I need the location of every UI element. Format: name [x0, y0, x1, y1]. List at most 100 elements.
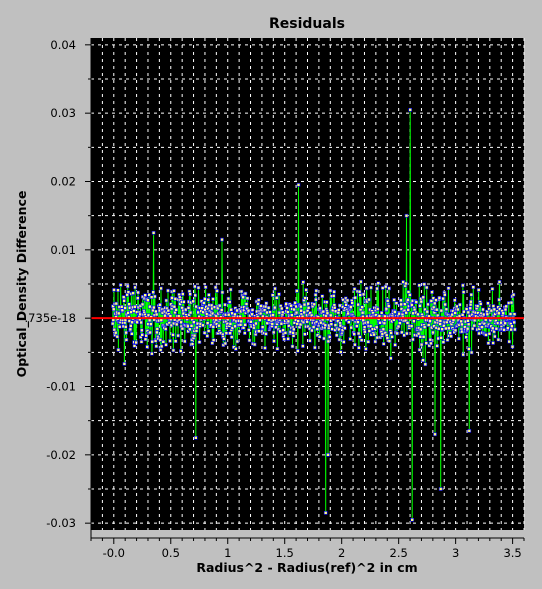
residual-point — [166, 288, 170, 293]
residual-point — [134, 340, 138, 345]
residual-point — [318, 306, 322, 311]
residual-point — [410, 303, 414, 307]
residual-point — [387, 339, 392, 343]
residual-point — [116, 311, 121, 316]
residual-point — [492, 334, 497, 339]
residual-point — [189, 323, 194, 328]
residual-point — [123, 324, 128, 329]
residual-point — [118, 283, 123, 287]
residual-point — [132, 309, 136, 313]
residual-point — [304, 288, 309, 292]
residual-point — [151, 231, 156, 235]
residual-point — [475, 304, 480, 308]
residual-point — [258, 311, 263, 316]
residual-point — [432, 301, 437, 306]
residual-point — [121, 295, 126, 299]
residual-point — [460, 312, 465, 317]
residual-point — [372, 332, 376, 337]
residual-point — [381, 342, 386, 346]
residual-point — [459, 319, 464, 324]
residual-point — [312, 302, 317, 307]
residual-point — [329, 322, 334, 327]
residual-point — [249, 319, 253, 324]
residual-point — [140, 328, 144, 333]
residual-point — [246, 308, 251, 313]
residual-point — [262, 308, 267, 312]
residual-point — [279, 321, 284, 326]
residual-point — [411, 337, 415, 342]
residual-point — [243, 291, 248, 296]
residual-point — [257, 329, 261, 334]
residual-point — [123, 306, 127, 310]
residual-point — [387, 286, 391, 291]
residual-point — [466, 310, 471, 315]
residual-point — [283, 331, 288, 335]
residual-point — [163, 327, 168, 331]
residual-point — [323, 323, 328, 328]
residual-point — [147, 318, 152, 323]
residual-point — [510, 324, 514, 329]
residual-point — [295, 349, 300, 353]
residual-point — [206, 297, 211, 302]
residual-point — [512, 312, 517, 317]
residual-point — [421, 358, 425, 363]
residual-point — [254, 321, 258, 326]
residual-point — [468, 306, 473, 311]
residual-point — [363, 329, 367, 334]
residual-point — [149, 322, 153, 326]
residual-point — [291, 331, 295, 335]
residual-point — [494, 326, 499, 331]
residual-point — [243, 331, 247, 335]
residual-point — [436, 326, 441, 331]
residual-point — [394, 301, 399, 306]
residual-point — [217, 303, 222, 308]
residual-point — [310, 328, 314, 333]
residual-point — [314, 297, 318, 302]
x-axis-label: Radius^2 - Radius(ref)^2 in cm — [196, 560, 417, 575]
residual-point — [170, 296, 174, 300]
residual-point — [260, 325, 265, 330]
residual-point — [377, 314, 382, 318]
residual-point — [509, 327, 514, 332]
residual-point — [154, 312, 159, 317]
residual-point — [328, 288, 333, 293]
residual-point — [200, 306, 204, 310]
residual-point — [308, 338, 312, 343]
residual-point — [286, 319, 291, 324]
residual-point — [186, 305, 191, 310]
residual-point — [441, 296, 445, 301]
residual-point — [247, 338, 252, 343]
residual-point — [139, 320, 143, 325]
residual-point — [418, 334, 423, 339]
residual-point — [497, 280, 502, 284]
residual-point — [327, 335, 332, 339]
residual-point — [490, 326, 495, 331]
residual-point — [406, 297, 410, 302]
residual-point — [452, 298, 457, 303]
residual-point — [382, 321, 387, 326]
residual-point — [250, 312, 254, 317]
residual-point — [404, 310, 409, 315]
residual-point — [143, 293, 147, 298]
residual-point — [328, 313, 333, 318]
residual-point — [476, 288, 481, 292]
residual-point — [470, 326, 475, 331]
residual-point — [433, 432, 437, 437]
residual-point — [154, 309, 158, 314]
residual-point — [461, 283, 465, 288]
residual-point — [179, 320, 183, 325]
residual-point — [453, 328, 458, 333]
residual-point — [184, 307, 188, 312]
residual-point — [126, 310, 130, 315]
residual-point — [467, 347, 471, 351]
residual-point — [469, 299, 473, 304]
residual-point — [235, 339, 240, 344]
residual-point — [233, 324, 237, 329]
residual-point — [412, 319, 416, 324]
residual-point — [359, 338, 364, 343]
residual-point — [284, 301, 288, 306]
residual-point — [150, 339, 154, 344]
residual-point — [376, 281, 381, 286]
residual-point — [466, 318, 470, 323]
